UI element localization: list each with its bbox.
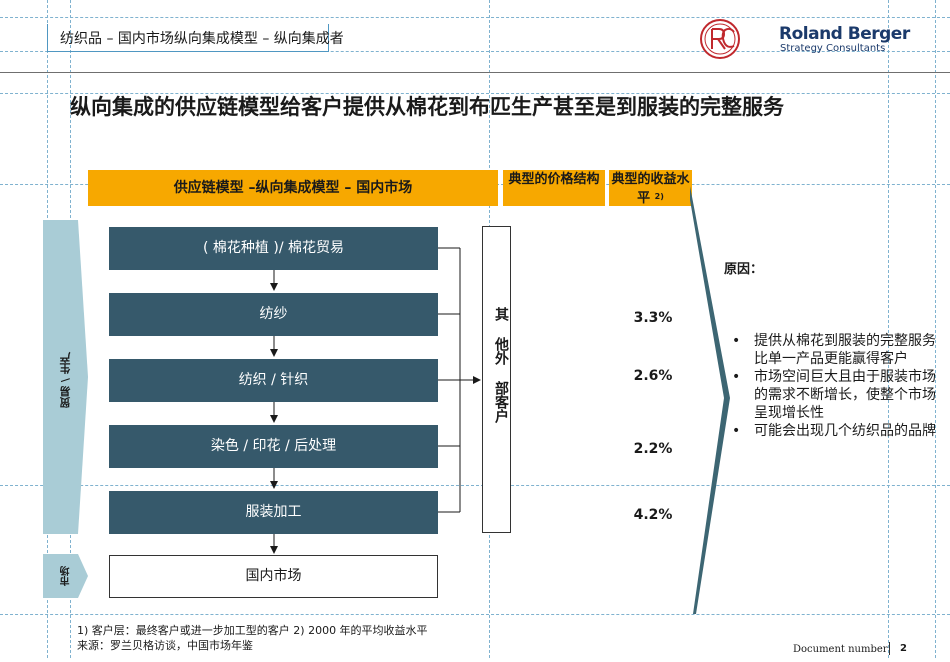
step-dyeing: 染色 / 印花 / 后处理 [109, 425, 438, 468]
domestic-market-box: 国内市场 [109, 555, 438, 598]
list-item: 市场空间巨大且由于服装市场的需求不断增长，使整个市场呈现增长性 [726, 368, 936, 422]
page-title: 纵向集成的供应链模型给客户提供从棉花到布匹生产甚至是到服装的完整服务 [70, 95, 784, 119]
brand-name: Roland Berger [779, 24, 910, 44]
brand-tagline: Strategy Consultants [780, 43, 886, 54]
logo-seal [697, 18, 743, 60]
guide-line [0, 51, 950, 52]
reasons-list: 提供从棉花到服装的完整服务比单一产品更能赢得客户 市场空间巨大且由于服装市场的需… [726, 332, 936, 440]
header-model: 供应链模型 –纵向集成模型 – 国内市场 [88, 170, 498, 206]
footnote-line: 来源：罗兰贝格访谈，中国市场年鉴 [77, 639, 253, 652]
margin-value: 3.3% [633, 310, 673, 326]
step-weaving: 纺织 / 针织 [109, 359, 438, 402]
step-cotton: ( 棉花种植 )/ 棉花贸易 [109, 227, 438, 270]
step-spinning: 纺纱 [109, 293, 438, 336]
guide-line [888, 0, 889, 658]
margin-value: 4.2% [633, 507, 673, 523]
header-margin-label: 典型的收益水平 [611, 172, 690, 206]
footnotes: 1) 客户层：最终客户或进一步加工型的客户 2) 2000 年的平均收益水平 来… [77, 623, 428, 653]
reasons-title: 原因： [724, 262, 764, 277]
guide-line [0, 17, 950, 18]
breadcrumb: 纺织品 – 国内市场纵向集成模型 – 纵向集成者 [47, 24, 344, 52]
guide-line [0, 93, 950, 94]
guide-line [935, 0, 936, 658]
other-customers-label: 其 他外 部客户 [493, 307, 509, 423]
side-arrow-production [43, 220, 89, 534]
guide-line [0, 485, 950, 486]
list-item: 可能会出现几个纺织品的品牌 [726, 422, 936, 440]
footnote-line: 1) 客户层：最终客户或进一步加工型的客户 2) 2000 年的平均收益水平 [77, 624, 428, 637]
header-divider [0, 72, 950, 73]
side-arrow-market [43, 554, 89, 598]
header-margin: 典型的收益水平 2) [609, 170, 692, 206]
header-margin-footnote: 2) [654, 192, 664, 201]
page-number: 2 [900, 643, 907, 654]
other-customers-box: 其 他外 部客户 [482, 226, 511, 533]
step-garment: 服装加工 [109, 491, 438, 534]
document-number: Document number [793, 644, 888, 655]
header-price-structure: 典型的价格结构 [503, 170, 605, 206]
side-label-market: 市场 [61, 566, 72, 586]
margin-value: 2.6% [633, 368, 673, 384]
footer-divider [889, 642, 890, 655]
margin-value: 2.2% [633, 441, 673, 457]
side-label-production: 贸易 \ 生产 [59, 352, 72, 408]
list-item: 提供从棉花到服装的完整服务比单一产品更能赢得客户 [726, 332, 936, 368]
guide-line [0, 614, 950, 615]
